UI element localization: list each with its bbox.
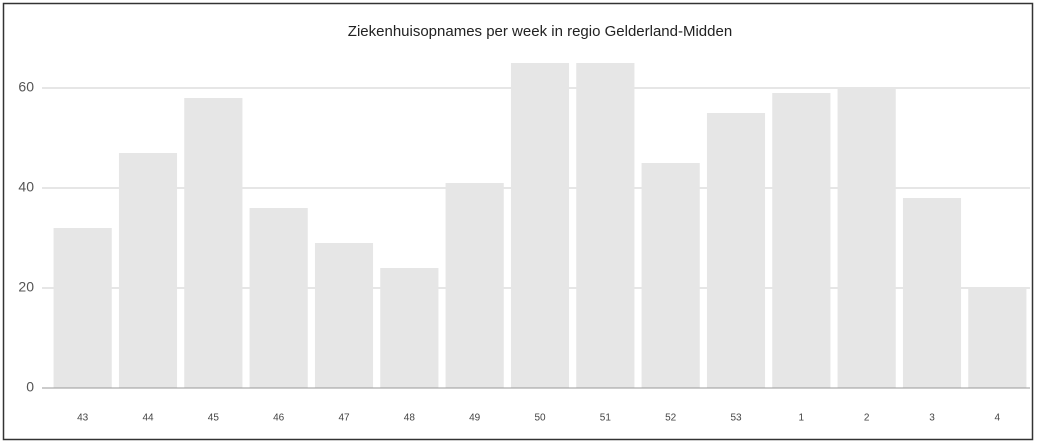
y-tick-label: 40	[18, 179, 34, 195]
bar	[576, 63, 635, 388]
x-tick-label: 2	[864, 413, 870, 424]
bar	[249, 208, 308, 388]
bar	[314, 243, 374, 388]
x-tick-label: 51	[600, 413, 612, 424]
y-tick-label: 0	[26, 379, 34, 395]
x-tick-label: 46	[273, 413, 285, 424]
bar	[53, 228, 112, 388]
x-tick-label: 4	[995, 413, 1001, 424]
y-tick-label: 20	[18, 279, 34, 295]
bar	[837, 88, 896, 388]
bar	[184, 98, 243, 388]
y-tick-label: 60	[18, 79, 34, 95]
x-tick-label: 3	[929, 413, 935, 424]
x-tick-label: 47	[338, 413, 350, 424]
bar	[706, 113, 766, 388]
x-tick-label: 43	[77, 413, 89, 424]
chart-title: Ziekenhuisopnames per week in regio Geld…	[348, 23, 732, 40]
bar	[118, 153, 178, 388]
bar	[968, 288, 1027, 388]
x-tick-label: 49	[469, 413, 481, 424]
bar	[772, 93, 831, 388]
x-tick-label: 44	[142, 413, 154, 424]
x-tick-label: 52	[665, 413, 677, 424]
x-tick-label: 48	[404, 413, 416, 424]
x-tick-label: 50	[534, 413, 546, 424]
bar	[641, 163, 700, 388]
bar	[902, 198, 962, 388]
bar	[445, 183, 504, 388]
x-tick-label: 53	[730, 413, 742, 424]
x-tick-label: 1	[799, 413, 805, 424]
bar	[380, 268, 439, 388]
x-tick-label: 45	[208, 413, 220, 424]
bar	[510, 63, 570, 388]
